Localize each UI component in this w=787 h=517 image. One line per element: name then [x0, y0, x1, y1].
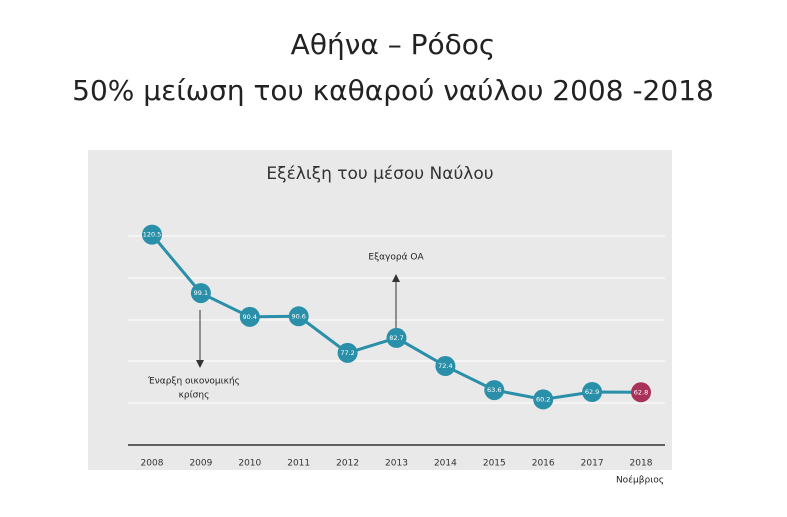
- x-tick-label: 2015: [483, 459, 506, 469]
- data-label: 62.8: [634, 388, 648, 396]
- annotation: Νοέμβριος: [616, 475, 664, 486]
- chart-panel: [88, 150, 672, 470]
- slide-title: Αθήνα – Ρόδος: [291, 28, 496, 61]
- marker: [484, 380, 505, 401]
- marker: [142, 224, 162, 245]
- x-tick-label: 2010: [238, 459, 261, 469]
- arrow-head: [392, 274, 400, 282]
- slide-subtitle: 50% μείωση του καθαρού ναύλου 2008 -2018: [72, 74, 714, 107]
- annotation: Έναρξη οικονομικής: [147, 377, 240, 387]
- data-label: 120.5: [143, 231, 162, 239]
- x-tick-label: 2017: [581, 459, 604, 469]
- data-label: 90.4: [243, 313, 257, 321]
- marker: [288, 306, 309, 327]
- x-tick-label: 2008: [141, 459, 164, 469]
- data-label: 72.4: [438, 362, 452, 370]
- x-tick-label: 2018: [630, 459, 653, 469]
- data-label: 60.2: [536, 395, 550, 403]
- marker: [337, 342, 358, 363]
- x-tick-label: 2009: [189, 459, 212, 469]
- data-label: 63.6: [487, 386, 501, 394]
- x-tick-label: 2012: [336, 459, 359, 469]
- arrow-head: [196, 360, 204, 368]
- annotation: κρίσης: [179, 391, 210, 401]
- marker: [631, 382, 651, 403]
- marker: [582, 381, 603, 402]
- marker: [533, 389, 554, 410]
- data-label: 62.9: [585, 388, 599, 396]
- x-tick-label: 2016: [532, 459, 555, 469]
- data-label: 77.2: [340, 349, 354, 357]
- x-tick-label: 2013: [385, 459, 408, 469]
- chart-title: Εξέλιξη του μέσου Ναύλου: [266, 164, 493, 184]
- marker: [435, 356, 456, 377]
- x-tick-label: 2011: [287, 459, 310, 469]
- data-label: 82.7: [389, 334, 403, 342]
- marker: [190, 283, 211, 304]
- data-label: 99.1: [194, 289, 208, 297]
- marker: [386, 327, 407, 348]
- data-label: 90.6: [291, 312, 305, 320]
- x-tick-label: 2014: [434, 459, 457, 469]
- marker: [239, 306, 260, 327]
- annotation: Εξαγορά ΟΑ: [368, 253, 424, 263]
